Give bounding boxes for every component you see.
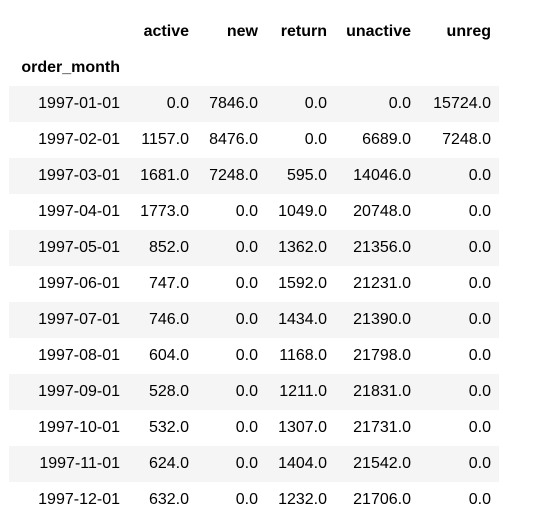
- table-cell: 0.0: [468, 347, 491, 364]
- table-cell: 1592.0: [278, 275, 327, 292]
- table-cell: 7846.0: [209, 95, 258, 112]
- table-cell: 852.0: [148, 239, 189, 256]
- table-cell: 1157.0: [141, 131, 189, 148]
- table-cell: 0.0: [235, 419, 258, 436]
- table-row: 1997-03-01 1681.0 7248.0 595.0 14046.0 0.0: [9, 158, 499, 194]
- row-index: 1997-05-01: [38, 239, 120, 256]
- table-cell: 747.0: [148, 275, 189, 292]
- table-row: 1997-11-01 624.0 0.0 1404.0 21542.0 0.0: [9, 446, 499, 482]
- table-cell: 0.0: [468, 383, 491, 400]
- table-row: 1997-02-01 1157.0 8476.0 0.0 6689.0 7248.0: [9, 122, 499, 158]
- column-header: new: [226, 23, 258, 40]
- table-row: 1997-12-01 632.0 0.0 1232.0 21706.0 0.0: [9, 482, 499, 518]
- table-cell: 0.0: [468, 455, 491, 472]
- table-cell: 0.0: [235, 275, 258, 292]
- table-cell: 1681.0: [140, 167, 189, 184]
- table-cell: 532.0: [148, 419, 189, 436]
- table-cell: 1773.0: [140, 203, 189, 220]
- table-cell: 1434.0: [278, 311, 327, 328]
- column-header-row: active new return unactive unreg: [9, 14, 499, 50]
- table-cell: 21390.0: [353, 311, 411, 328]
- table-cell: 21231.0: [353, 275, 411, 292]
- column-header: unreg: [446, 23, 491, 40]
- table-cell: 0.0: [235, 383, 258, 400]
- table-row: 1997-09-01 528.0 0.0 1211.0 21831.0 0.0: [9, 374, 499, 410]
- row-index: 1997-06-01: [38, 275, 120, 292]
- table-cell: 21831.0: [353, 383, 411, 400]
- table-cell: 0.0: [235, 203, 258, 220]
- row-index: 1997-08-01: [38, 347, 120, 364]
- row-index: 1997-07-01: [38, 311, 120, 328]
- table-cell: 0.0: [235, 347, 258, 364]
- table-cell: 624.0: [148, 455, 189, 472]
- table-row: 1997-07-01 746.0 0.0 1434.0 21390.0 0.0: [9, 302, 499, 338]
- table-row: 1997-06-01 747.0 0.0 1592.0 21231.0 0.0: [9, 266, 499, 302]
- table-cell: 0.0: [235, 455, 258, 472]
- table-cell: 0.0: [304, 95, 327, 112]
- table-cell: 1211.0: [279, 383, 327, 400]
- table-cell: 6689.0: [362, 131, 411, 148]
- row-index: 1997-02-01: [38, 131, 120, 148]
- table-cell: 21356.0: [353, 239, 411, 256]
- table-row: 1997-05-01 852.0 0.0 1362.0 21356.0 0.0: [9, 230, 499, 266]
- table-cell: 15724.0: [433, 95, 491, 112]
- table-cell: 1307.0: [278, 419, 327, 436]
- row-index: 1997-03-01: [38, 167, 120, 184]
- table-cell: 0.0: [468, 203, 491, 220]
- table-cell: 0.0: [468, 167, 491, 184]
- row-index: 1997-04-01: [38, 203, 120, 220]
- table-cell: 0.0: [468, 491, 491, 508]
- index-name-row: order_month: [9, 50, 499, 86]
- table-cell: 0.0: [468, 311, 491, 328]
- table-cell: 7248.0: [442, 131, 491, 148]
- table-cell: 0.0: [304, 131, 327, 148]
- table-cell: 21798.0: [353, 347, 411, 364]
- table-row: 1997-08-01 604.0 0.0 1168.0 21798.0 0.0: [9, 338, 499, 374]
- table-cell: 21542.0: [353, 455, 411, 472]
- index-name: order_month: [21, 59, 120, 76]
- table-cell: 1404.0: [278, 455, 327, 472]
- table-cell: 21706.0: [353, 491, 411, 508]
- table-cell: 0.0: [468, 419, 491, 436]
- table-cell: 1168.0: [279, 347, 327, 364]
- column-header: return: [280, 23, 327, 40]
- table-cell: 595.0: [286, 167, 327, 184]
- table-cell: 0.0: [388, 95, 411, 112]
- row-index: 1997-11-01: [39, 455, 120, 472]
- row-index: 1997-12-01: [38, 491, 120, 508]
- table-cell: 20748.0: [353, 203, 411, 220]
- table-cell: 7248.0: [209, 167, 258, 184]
- table-header: active new return unactive unreg order_m…: [9, 14, 499, 86]
- table-cell: 0.0: [468, 239, 491, 256]
- table-cell: 0.0: [166, 95, 189, 112]
- table-cell: 0.0: [468, 275, 491, 292]
- table-row: 1997-10-01 532.0 0.0 1307.0 21731.0 0.0: [9, 410, 499, 446]
- table-body: 1997-01-01 0.0 7846.0 0.0 0.0 15724.0 1997-02-…: [9, 86, 499, 518]
- corner-cell: [9, 14, 128, 50]
- column-header: active: [143, 23, 189, 40]
- table-row: 1997-04-01 1773.0 0.0 1049.0 20748.0 0.0: [9, 194, 499, 230]
- table-cell: 0.0: [235, 239, 258, 256]
- table-cell: 1362.0: [278, 239, 327, 256]
- table-cell: 0.0: [235, 311, 258, 328]
- table-cell: 8476.0: [209, 131, 258, 148]
- table-cell: 604.0: [148, 347, 189, 364]
- row-index: 1997-01-01: [38, 95, 120, 112]
- table-cell: 0.0: [235, 491, 258, 508]
- dataframe-table: active new return unactive unreg order_m…: [9, 14, 499, 518]
- column-header: unactive: [346, 23, 411, 40]
- row-index: 1997-10-01: [38, 419, 120, 436]
- table-cell: 528.0: [148, 383, 189, 400]
- table-cell: 746.0: [148, 311, 189, 328]
- table-cell: 14046.0: [353, 167, 411, 184]
- table-cell: 21731.0: [353, 419, 411, 436]
- table-cell: 632.0: [148, 491, 189, 508]
- table-cell: 1049.0: [278, 203, 327, 220]
- table-cell: 1232.0: [278, 491, 327, 508]
- row-index: 1997-09-01: [38, 383, 120, 400]
- table-row: 1997-01-01 0.0 7846.0 0.0 0.0 15724.0: [9, 86, 499, 122]
